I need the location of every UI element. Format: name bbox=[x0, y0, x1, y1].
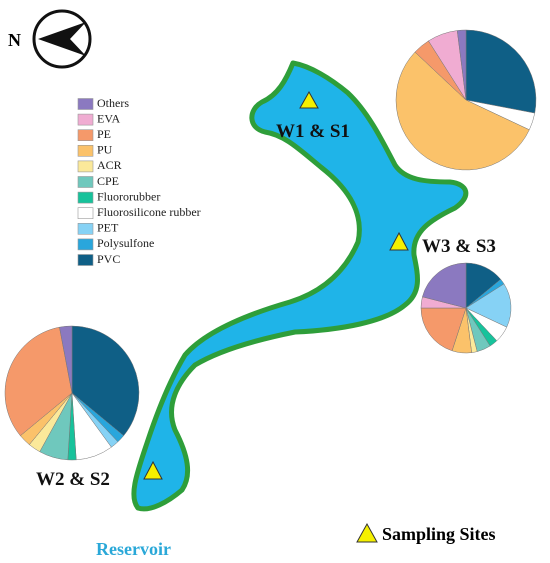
legend-label: Polysulfone bbox=[97, 236, 154, 250]
pie-slice bbox=[395, 51, 530, 171]
pie-slice bbox=[422, 262, 467, 309]
reservoir-label: Reservoir bbox=[96, 539, 171, 559]
site-marker bbox=[143, 460, 163, 480]
pie-slice bbox=[71, 325, 140, 437]
pie-slice bbox=[420, 307, 467, 352]
legend-label: ACR bbox=[97, 158, 122, 172]
pies bbox=[4, 29, 537, 461]
site-label: W3 & S3 bbox=[422, 236, 496, 257]
legend-label: EVA bbox=[97, 111, 120, 125]
legend-swatch bbox=[77, 223, 94, 235]
compass-arrow bbox=[38, 22, 86, 56]
legend-swatch bbox=[77, 254, 94, 266]
legend-swatch bbox=[77, 98, 94, 110]
legend-label: Others bbox=[97, 96, 129, 110]
pie-slice bbox=[465, 283, 512, 328]
pie-slice bbox=[465, 29, 537, 114]
legend-swatch bbox=[77, 191, 94, 204]
legend-swatch bbox=[77, 238, 94, 251]
legend-label: CPE bbox=[97, 174, 119, 188]
legend-label: PU bbox=[97, 143, 113, 157]
legend-swatch bbox=[77, 129, 94, 141]
key-label: Sampling Sites bbox=[382, 524, 496, 544]
legend-label: PET bbox=[97, 221, 119, 235]
reservoir-lake bbox=[131, 60, 469, 512]
legend-swatch bbox=[77, 176, 94, 188]
legend-swatch bbox=[77, 160, 94, 173]
pie-slice bbox=[59, 325, 73, 394]
compass: N bbox=[8, 9, 92, 69]
pie-slice bbox=[4, 326, 73, 437]
legend-label: PVC bbox=[97, 252, 120, 266]
site-marker bbox=[389, 231, 409, 251]
pie-slice bbox=[456, 29, 467, 101]
legend-swatch bbox=[77, 113, 94, 126]
site-label: W2 & S2 bbox=[36, 469, 110, 490]
legend-swatch bbox=[77, 207, 94, 219]
legend-swatch bbox=[77, 145, 94, 157]
compass-label: N bbox=[8, 30, 21, 50]
legend-label: Fluororubber bbox=[97, 189, 160, 203]
site-marker bbox=[299, 90, 319, 109]
key-marker bbox=[356, 522, 378, 543]
site-label: W1 & S1 bbox=[276, 121, 350, 142]
legend-label: Fluorosilicone rubber bbox=[97, 205, 201, 219]
legend-label: PE bbox=[97, 127, 111, 141]
